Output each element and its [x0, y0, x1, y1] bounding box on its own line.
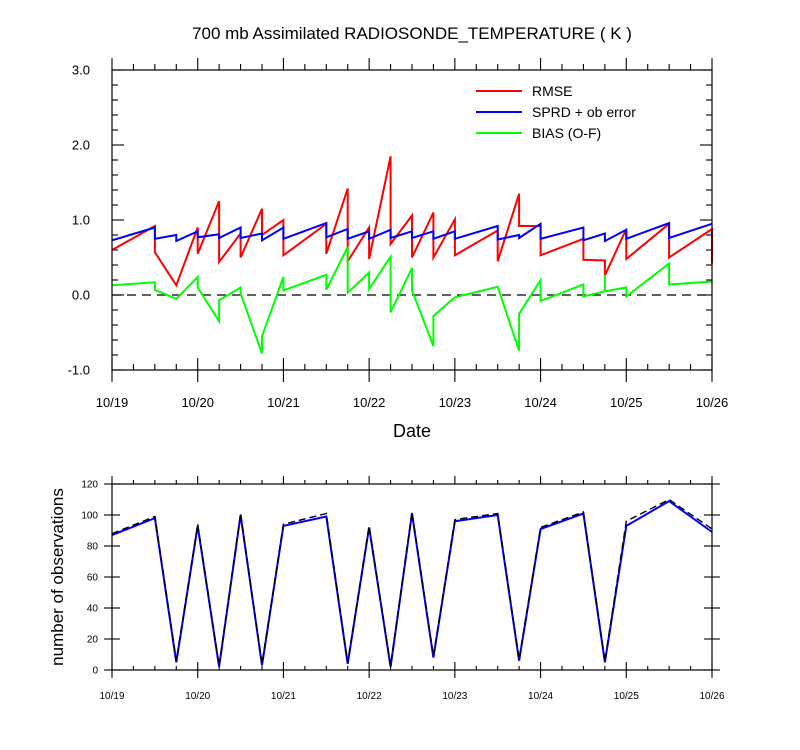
- legend-label: RMSE: [532, 83, 572, 99]
- series-line-rmse: [111, 156, 713, 288]
- series-line-sprd-ob-error: [111, 221, 713, 243]
- y-tick-label: 1.0: [72, 213, 90, 228]
- legend-label: SPRD + ob error: [532, 104, 636, 120]
- y-tick-label: 3.0: [72, 63, 90, 78]
- series-line-bias-o-f: [111, 246, 713, 354]
- y-tick-label: 100: [81, 511, 98, 522]
- x-tick-label: 10/24: [528, 691, 553, 702]
- top-chart: 700 mb Assimilated RADIOSONDE_TEMPERATUR…: [68, 24, 729, 441]
- bottom-plot-frame: [111, 483, 713, 671]
- x-tick-label: 10/22: [357, 691, 382, 702]
- legend-label: BIAS (O-F): [532, 125, 601, 141]
- y-tick-label: 60: [87, 573, 99, 584]
- top-ticks: 10/19 10/20 10/21 10/22 10/23 10/24 10/25 10/26…: [68, 58, 729, 410]
- y-tick-label: 80: [87, 542, 99, 553]
- y-axis-label: number of observations: [48, 488, 67, 666]
- x-tick-label: 10/20: [185, 691, 210, 702]
- x-tick-label: 10/23: [439, 395, 472, 410]
- bottom-series-group: [111, 498, 713, 668]
- y-tick-label: -1.0: [68, 363, 90, 378]
- x-tick-label: 10/21: [267, 395, 300, 410]
- x-axis-label: Date: [393, 421, 431, 441]
- x-tick-label: 10/21: [271, 691, 296, 702]
- series-line-total: [111, 498, 713, 666]
- x-tick-label: 10/25: [610, 395, 643, 410]
- x-tick-label: 10/25: [614, 691, 639, 702]
- y-tick-label: 0: [92, 666, 98, 677]
- y-tick-label: 0.0: [72, 288, 90, 303]
- x-tick-label: 10/22: [353, 395, 386, 410]
- y-tick-label: 120: [81, 480, 98, 491]
- bottom-chart: 10/19 10/20 10/21 10/22 10/23 10/24 10/25 10/26…: [48, 476, 725, 702]
- x-tick-label: 10/19: [96, 395, 129, 410]
- y-tick-label: 2.0: [72, 138, 90, 153]
- top-plot-frame: [111, 69, 713, 371]
- x-tick-label: 10/23: [442, 691, 467, 702]
- legend: RMSE SPRD + ob error BIAS (O-F): [476, 83, 636, 141]
- bottom-ticks: 10/19 10/20 10/21 10/22 10/23 10/24 10/25 10/26…: [81, 476, 725, 702]
- y-tick-label: 40: [87, 604, 99, 615]
- x-tick-label: 10/19: [99, 691, 124, 702]
- top-series-group: [111, 156, 713, 354]
- y-tick-label: 20: [87, 635, 99, 646]
- x-tick-label: 10/26: [699, 691, 724, 702]
- x-tick-label: 10/26: [696, 395, 729, 410]
- chart-title: 700 mb Assimilated RADIOSONDE_TEMPERATUR…: [192, 24, 632, 43]
- x-tick-label: 10/20: [181, 395, 214, 410]
- series-line-assimilated: [111, 499, 713, 668]
- x-tick-label: 10/24: [524, 395, 557, 410]
